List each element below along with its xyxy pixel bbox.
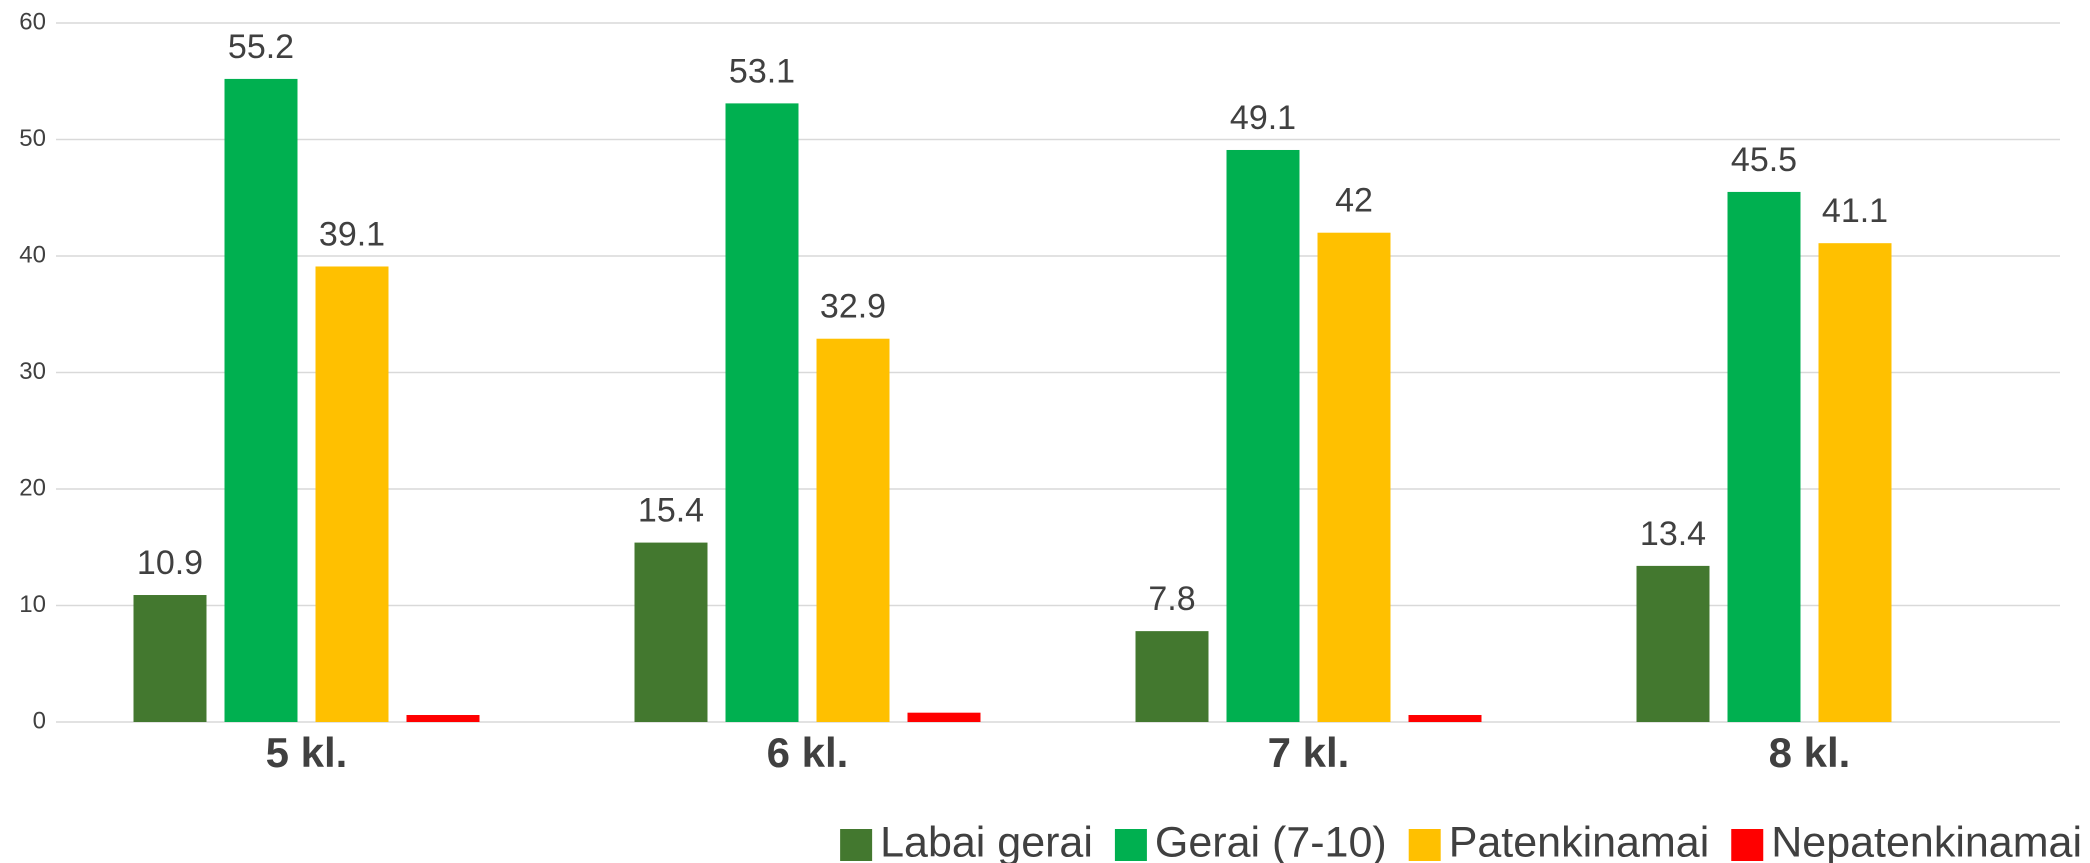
y-tick-label: 10 [19,591,46,618]
y-tick-label: 60 [19,8,46,35]
y-tick-label: 40 [19,241,46,268]
legend-label: Patenkinamai [1449,818,1710,863]
bar [1226,149,1300,723]
data-label: 15.4 [638,492,704,530]
y-tick-label: 30 [19,358,46,385]
bar [907,712,981,722]
data-label: 55.2 [228,28,294,66]
data-label: 32.9 [820,288,886,326]
x-tick-label: 8 kl. [1769,729,1851,776]
data-label: 7.8 [1148,580,1195,618]
y-tick-label: 20 [19,474,46,501]
x-tick-label: 5 kl. [266,729,348,776]
data-label: 41.1 [1822,192,1888,230]
legend-label: Gerai (7-10) [1155,818,1387,863]
bar [406,715,480,722]
data-label: 53.1 [729,52,795,90]
bar [315,266,389,722]
data-label: 10.9 [137,544,203,582]
bar [1135,631,1209,722]
legend-swatch [1731,829,1764,861]
x-tick-label: 7 kl. [1268,729,1350,776]
legend-label: Labai gerai [880,818,1093,863]
y-tick-label: 0 [33,707,46,734]
data-label: 13.4 [1640,515,1706,553]
data-label: 49.1 [1230,99,1296,137]
data-label: 42 [1335,182,1373,220]
bar [1636,565,1710,722]
bar [1818,243,1892,722]
bar [224,78,298,723]
legend-swatch [840,829,873,861]
data-label: 39.1 [319,215,385,253]
legend-label: Nepatenkinamai [1771,818,2082,863]
bar [1317,232,1391,722]
y-tick-label: 50 [19,125,46,152]
bar [1408,715,1482,722]
legend-swatch [1408,829,1441,861]
bar [725,103,799,722]
bar [1727,191,1801,723]
bar [634,542,708,722]
bar [816,338,890,722]
data-label: 45.5 [1731,141,1797,179]
bar [133,595,207,722]
legend-swatch [1114,829,1147,861]
x-tick-label: 6 kl. [767,729,849,776]
